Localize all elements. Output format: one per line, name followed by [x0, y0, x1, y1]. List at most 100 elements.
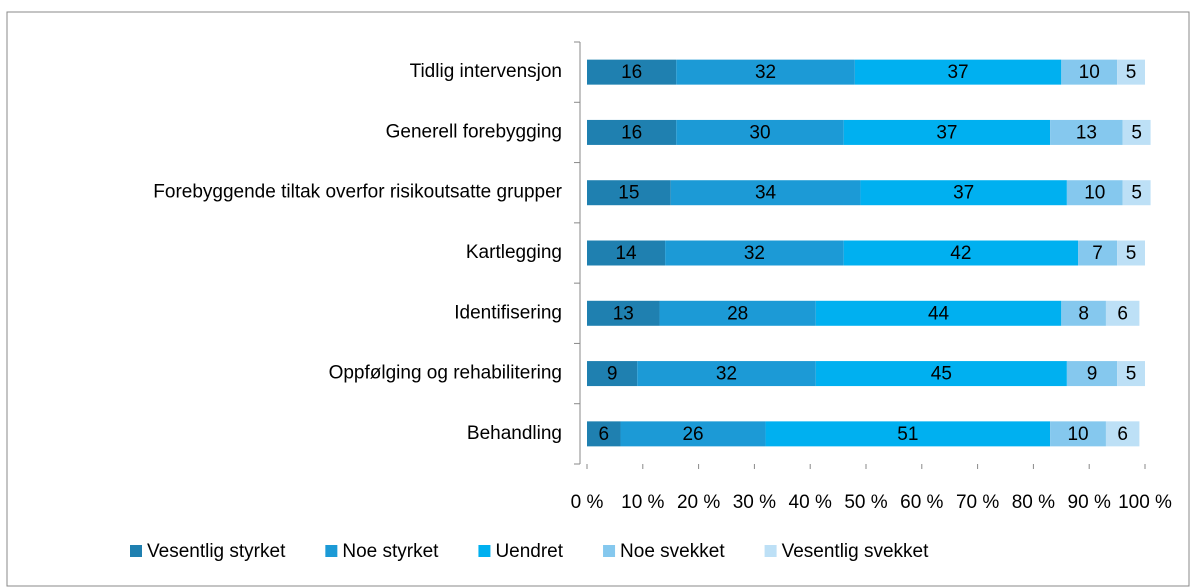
x-tick-label: 0 % [571, 492, 604, 513]
data-label: 34 [755, 183, 777, 204]
data-label: 51 [897, 424, 918, 445]
data-label: 7 [1092, 243, 1103, 264]
data-label: 5 [1126, 62, 1137, 83]
data-label: 14 [615, 243, 637, 264]
bar-segment [665, 240, 844, 266]
bar-segment [1105, 421, 1140, 447]
x-tick-label: 100 % [1118, 492, 1172, 513]
x-tick-label: 50 % [844, 492, 887, 513]
bar-segment [620, 421, 766, 447]
bar-segment [587, 180, 671, 206]
data-label: 32 [755, 62, 776, 83]
legend-swatch [764, 545, 777, 557]
bar-segment [637, 361, 816, 387]
bar-segment [587, 361, 638, 387]
data-label: 10 [1084, 183, 1105, 204]
data-label: 16 [621, 122, 642, 143]
bar-segment [1078, 240, 1118, 266]
bar-segment [1050, 421, 1106, 447]
data-label: 9 [607, 364, 618, 385]
bar-segment [587, 300, 660, 326]
data-label: 44 [928, 303, 950, 324]
bar-segment [854, 59, 1062, 85]
data-label: 5 [1131, 122, 1142, 143]
x-tick-label: 60 % [900, 492, 943, 513]
data-label: 6 [1117, 424, 1128, 445]
data-label: 5 [1131, 183, 1142, 204]
data-label: 5 [1126, 243, 1137, 264]
bar-segment [1050, 119, 1123, 145]
bar-segment [1117, 59, 1145, 85]
bar-segment [676, 119, 844, 145]
bar-segment [1105, 300, 1140, 326]
bar-segment [843, 240, 1079, 266]
bar-segment [1117, 361, 1145, 387]
x-tick-label: 20 % [677, 492, 720, 513]
bar-segment [1061, 300, 1106, 326]
bar-segment [659, 300, 816, 326]
bar-segment [670, 180, 861, 206]
legend-swatch [603, 545, 616, 557]
legend-swatch [478, 545, 491, 557]
x-tick-label: 70 % [956, 492, 999, 513]
data-label: 42 [950, 243, 971, 264]
bar-segment [587, 240, 666, 266]
data-label: 6 [1117, 303, 1128, 324]
data-label: 26 [682, 424, 703, 445]
y-tick-label: Oppfølging og rehabilitering [329, 363, 562, 384]
bar-segment [815, 300, 1062, 326]
x-tick-label: 90 % [1068, 492, 1111, 513]
bar-segment [1122, 119, 1151, 145]
chart-frame [6, 11, 1190, 587]
data-label: 10 [1079, 62, 1100, 83]
x-tick-label: 10 % [621, 492, 664, 513]
legend-swatch [130, 545, 142, 557]
bar-segment [1061, 59, 1118, 85]
data-label: 37 [947, 62, 968, 83]
bar-segment [1066, 180, 1123, 206]
data-label: 6 [598, 424, 609, 445]
data-label: 37 [936, 122, 957, 143]
bar-segment [815, 361, 1067, 387]
bar-segment [587, 59, 677, 85]
legend-swatch [325, 545, 338, 557]
data-label: 16 [621, 62, 642, 83]
bar-segment [860, 180, 1067, 206]
data-label: 13 [1076, 122, 1097, 143]
bar-segment [765, 421, 1051, 447]
legend-label: Vesentlig svekket [782, 541, 930, 562]
legend-label: Noe styrket [342, 541, 439, 562]
data-label: 30 [749, 122, 770, 143]
bar-segment [843, 119, 1051, 145]
legend-label: Noe svekket [620, 541, 725, 562]
data-label: 8 [1078, 303, 1089, 324]
data-label: 45 [931, 364, 952, 385]
legend-label: Vesentlig styrket [147, 541, 286, 562]
y-tick-label: Tidlig intervensjon [410, 61, 562, 82]
bar-segment [587, 421, 621, 447]
y-tick-label: Behandling [467, 423, 562, 444]
bar-segment [1117, 240, 1145, 266]
data-label: 15 [618, 183, 639, 204]
x-tick-label: 30 % [733, 492, 776, 513]
y-tick-label: Identifisering [454, 302, 562, 323]
data-label: 9 [1087, 364, 1098, 385]
data-label: 10 [1067, 424, 1088, 445]
data-label: 32 [716, 364, 737, 385]
y-tick-label: Forebyggende tiltak overfor risikoutsatt… [153, 182, 562, 203]
legend-label: Uendret [495, 541, 563, 562]
data-label: 5 [1126, 364, 1137, 385]
bar-segment [676, 59, 855, 85]
x-tick-label: 80 % [1012, 492, 1055, 513]
bar-segment [1122, 180, 1151, 206]
x-tick-label: 40 % [789, 492, 832, 513]
y-tick-label: Kartlegging [466, 242, 562, 263]
bar-segment [587, 119, 677, 145]
data-label: 28 [727, 303, 748, 324]
data-label: 37 [953, 183, 974, 204]
bar-segment [1066, 361, 1118, 387]
data-label: 32 [744, 243, 765, 264]
y-tick-label: Generell forebygging [386, 121, 562, 142]
data-label: 13 [613, 303, 634, 324]
